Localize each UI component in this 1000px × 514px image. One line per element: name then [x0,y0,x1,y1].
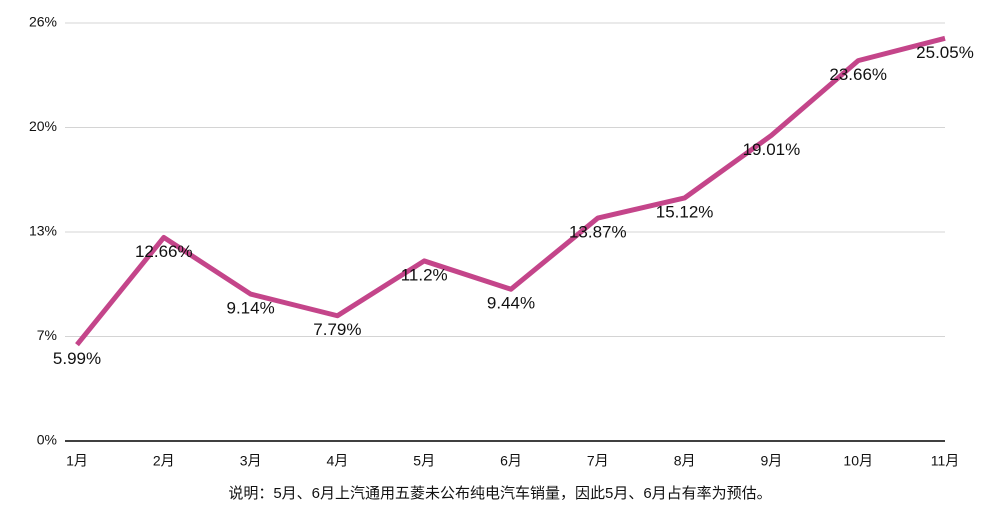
y-tick-label: 13% [29,223,57,239]
x-tick-label: 3月 [240,453,262,469]
x-tick-label: 4月 [327,453,349,469]
x-tick-label: 1月 [66,453,88,469]
value-label: 5.99% [53,349,101,368]
y-tick-label: 7% [37,327,57,343]
chart-note: 说明：5月、6月上汽通用五菱未公布纯电汽车销量，因此5月、6月占有率为预估。 [228,485,771,502]
x-tick-label: 7月 [587,453,609,469]
x-tick-label: 5月 [413,453,435,469]
value-label: 15.12% [656,202,714,221]
y-tick-label: 20% [29,118,57,134]
x-tick-label: 6月 [500,453,522,469]
line [75,35,946,347]
value-label: 19.01% [743,140,801,159]
y-tick-label: 0% [37,432,57,448]
x-tick-label: 8月 [674,453,696,469]
x-tick-label: 9月 [761,453,783,469]
x-tick-label: 2月 [153,453,175,469]
value-label: 23.66% [829,65,887,84]
x-tick-label: 10月 [843,453,873,469]
value-label: 12.66% [135,242,193,261]
value-label: 11.2% [401,265,448,284]
y-tick-label: 26% [29,14,57,30]
value-label: 7.79% [313,320,361,339]
value-label: 9.44% [487,294,535,313]
value-label: 25.05% [916,43,974,62]
value-label: 9.14% [226,299,274,318]
value-label: 13.87% [569,222,627,241]
x-tick-label: 11月 [931,453,960,469]
